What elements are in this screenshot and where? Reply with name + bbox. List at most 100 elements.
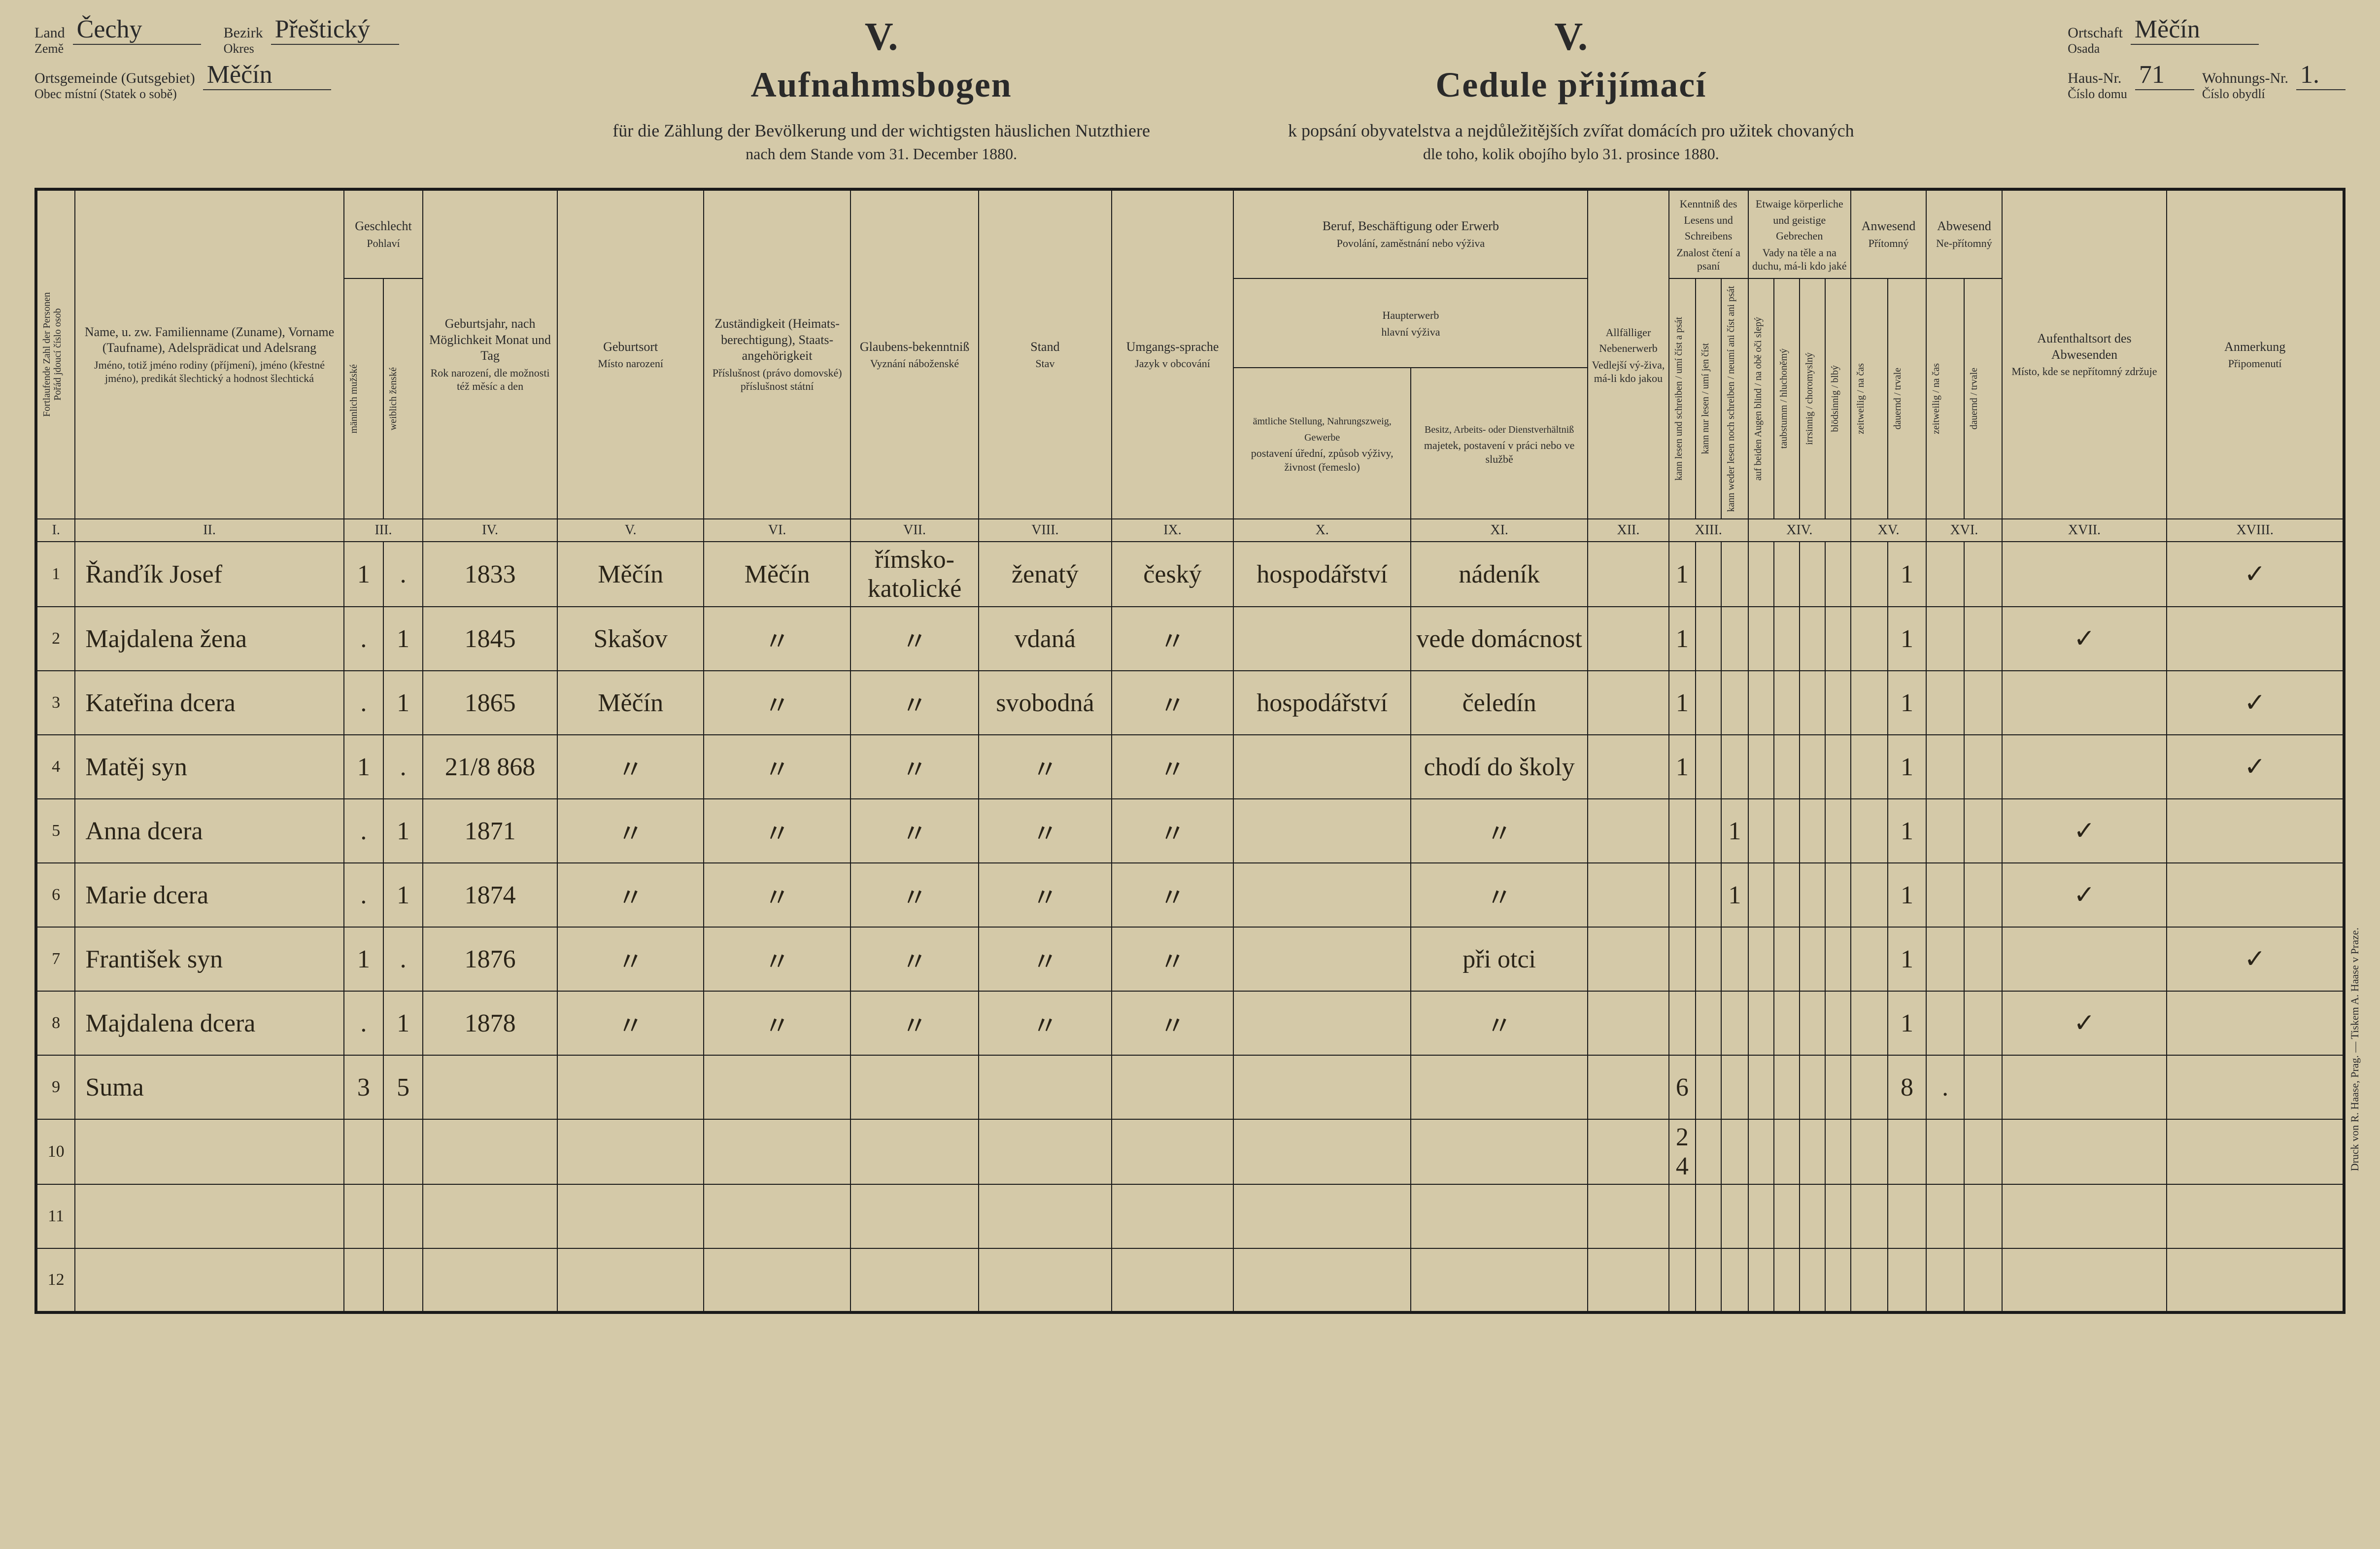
cell [2167,1055,2344,1119]
cell [1800,1055,1825,1119]
cell: 〃 [704,991,850,1055]
cell: 1874 [423,863,557,927]
table-row: 4Matěj syn1.21/8 868〃〃〃〃〃chodí do školy1… [36,735,2344,799]
cell [557,1248,704,1312]
cell: 1 [344,927,383,991]
col7-hdr: Glaubens-bekenntnißVyznání náboženské [850,189,979,519]
cell: 1 [1888,799,1926,863]
table-row: 6Marie dcera.11874〃〃〃〃〃〃11✓ [36,863,2344,927]
cell [1851,735,1888,799]
cell: 21/8 868 [423,735,557,799]
census-form: Land Země Čechy Bezirk Okres Přeštický O… [15,10,2365,1539]
cell: 1 [383,863,423,927]
cell [1774,991,1800,1055]
cell [1851,1055,1888,1119]
date-cz: dle toho, kolik obojího bylo 31. prosinc… [1288,145,1854,163]
cell [850,1184,979,1248]
cell: 1 [344,542,383,607]
ort-value: Měčín [203,60,331,90]
wohn-label-de: Wohnungs-Nr. [2202,70,2288,86]
printer-note: Druck von R. Haase, Prag. — Tiskem A. Ha… [2348,928,2361,1171]
cell: 〃 [557,799,704,863]
cell [2167,1184,2344,1248]
cell [2167,799,2344,863]
cell: . [344,991,383,1055]
cell: 〃 [1411,863,1588,927]
cell: 〃 [1112,799,1234,863]
cell: Řanďík Josef [75,542,343,607]
cell: 〃 [850,927,979,991]
cell: Suma [75,1055,343,1119]
col5-hdr: GeburtsortMísto narození [557,189,704,519]
cell [1588,1184,1668,1248]
cell: 〃 [1112,927,1234,991]
cell [1233,1248,1410,1312]
cell: . [383,927,423,991]
cell [1748,735,1774,799]
cell: vede domácnost [1411,607,1588,671]
ort-label-cz: Obec místní (Statek o sobě) [34,87,195,102]
col4-hdr: Geburtsjahr, nach Möglichkeit Monat und … [423,189,557,519]
cell: 〃 [704,735,850,799]
cell [1800,991,1825,1055]
cell: 9 [36,1055,75,1119]
cell [2002,735,2167,799]
cell [1669,1248,1696,1312]
cell [1721,991,1748,1055]
cell [1411,1248,1588,1312]
cell: 1 [1721,863,1748,927]
col10-hdr: Beruf, Beschäftigung oder ErwerbPovolání… [1233,189,1588,278]
cell: 1 [383,607,423,671]
cell [1825,542,1851,607]
c14d: blödsinnig / blbý [1829,363,1841,434]
cell [383,1119,423,1184]
cell [1748,1248,1774,1312]
table-row: 1Řanďík Josef1.1833MěčínMěčínřímsko-kato… [36,542,2344,607]
cell [1669,1184,1696,1248]
cell [1588,927,1668,991]
cell: 〃 [557,735,704,799]
cell [1926,863,1964,927]
cell [1851,542,1888,607]
cell [1748,542,1774,607]
cell: 5 [36,799,75,863]
cell [2002,542,2167,607]
cell: římsko-katolické [850,542,979,607]
cell: 〃 [704,799,850,863]
table-row: 9Suma3568. [36,1055,2344,1119]
cell [1825,1184,1851,1248]
cell [1588,991,1668,1055]
cell [1964,1119,2002,1184]
cell [1800,799,1825,863]
cell [1696,607,1721,671]
cell [2002,1184,2167,1248]
cell: 〃 [704,607,850,671]
wohn-label-cz: Číslo obydlí [2202,87,2288,102]
cell [1721,927,1748,991]
cell [557,1184,704,1248]
cell [1112,1184,1234,1248]
cell [1774,607,1800,671]
cell: 〃 [1411,799,1588,863]
cell [1825,607,1851,671]
cell: 1 [1888,671,1926,735]
cell [423,1248,557,1312]
cell: vdaná [979,607,1111,671]
cell [1233,1119,1410,1184]
cell [1669,991,1696,1055]
cell [1825,799,1851,863]
cell [1851,1184,1888,1248]
col1-hdr: Fortlaufende Zahl der PersonenPořád jdou… [40,290,64,419]
cell [1233,1184,1410,1248]
cell: . [383,735,423,799]
cell: 1 [1888,991,1926,1055]
cell [75,1184,343,1248]
ortschaft-value: Měčín [2131,15,2259,45]
cell: Matěj syn [75,735,343,799]
title-block: V. Aufnahmsbogen für die Zählung der Bev… [399,15,2068,163]
cell [1669,863,1696,927]
cell [1233,991,1410,1055]
ort-label-de: Ortsgemeinde (Gutsgebiet) [34,70,195,86]
cell [1774,1055,1800,1119]
bezirk-label-de: Bezirk [224,25,263,41]
